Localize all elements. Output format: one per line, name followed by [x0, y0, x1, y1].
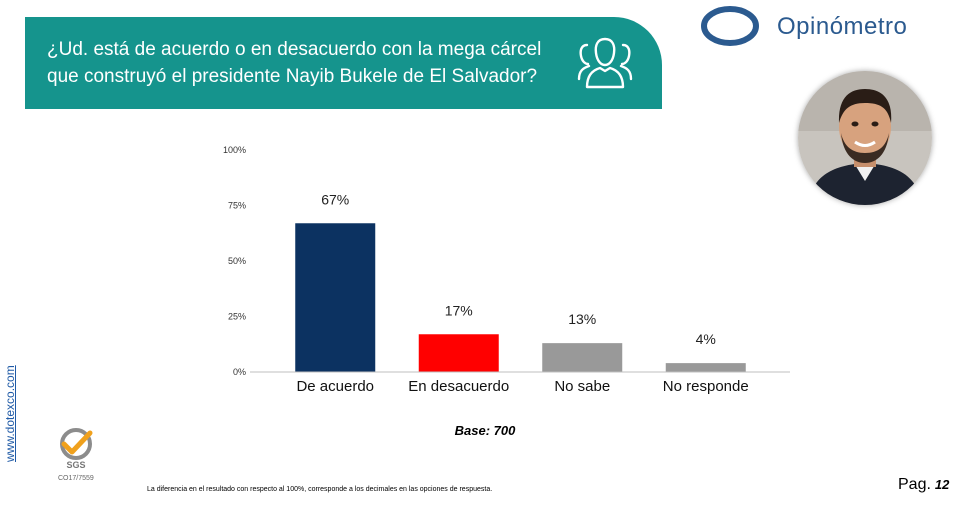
logo-ring-icon [701, 6, 759, 46]
x-category-label: No sabe [554, 378, 610, 395]
question-banner: ¿Ud. está de acuerdo o en desacuerdo con… [25, 17, 662, 109]
base-label: Base: 700 [454, 423, 516, 438]
sgs-certification-seal: SGS [60, 428, 93, 470]
bar-en-desacuerdo [418, 334, 499, 372]
data-label: 4% [696, 331, 716, 347]
people-group-icon [577, 37, 633, 89]
x-category-label: De acuerdo [296, 378, 374, 395]
page-label-text: Pag. [898, 476, 931, 493]
x-category-label: En desacuerdo [408, 378, 509, 395]
data-label: 67% [321, 191, 349, 207]
y-tick-label: 50% [228, 256, 246, 266]
opinometro-logo: Opinómetro [700, 6, 940, 50]
bar-no-responde [665, 363, 746, 372]
page-indicator: Pag. 12 [898, 476, 949, 494]
question-title: ¿Ud. está de acuerdo o en desacuerdo con… [47, 39, 542, 87]
brand-name: Opinómetro [777, 13, 908, 40]
bar-no-sabe [542, 343, 623, 372]
page-number: 12 [934, 477, 950, 492]
y-tick-label: 100% [223, 145, 246, 155]
website-link[interactable]: www.dotexco.com [3, 365, 17, 462]
x-category-label: No responde [663, 378, 749, 395]
bar-de-acuerdo [295, 223, 376, 372]
y-tick-label: 25% [228, 312, 246, 322]
y-tick-label: 75% [228, 201, 246, 211]
certification-code: CO17/7559 [58, 475, 94, 482]
footnote: La diferencia en el resultado con respec… [147, 486, 493, 493]
y-tick-label: 0% [233, 367, 246, 377]
data-label: 13% [568, 311, 596, 327]
cert-mark: SGS [66, 460, 85, 470]
data-label: 17% [445, 302, 473, 318]
